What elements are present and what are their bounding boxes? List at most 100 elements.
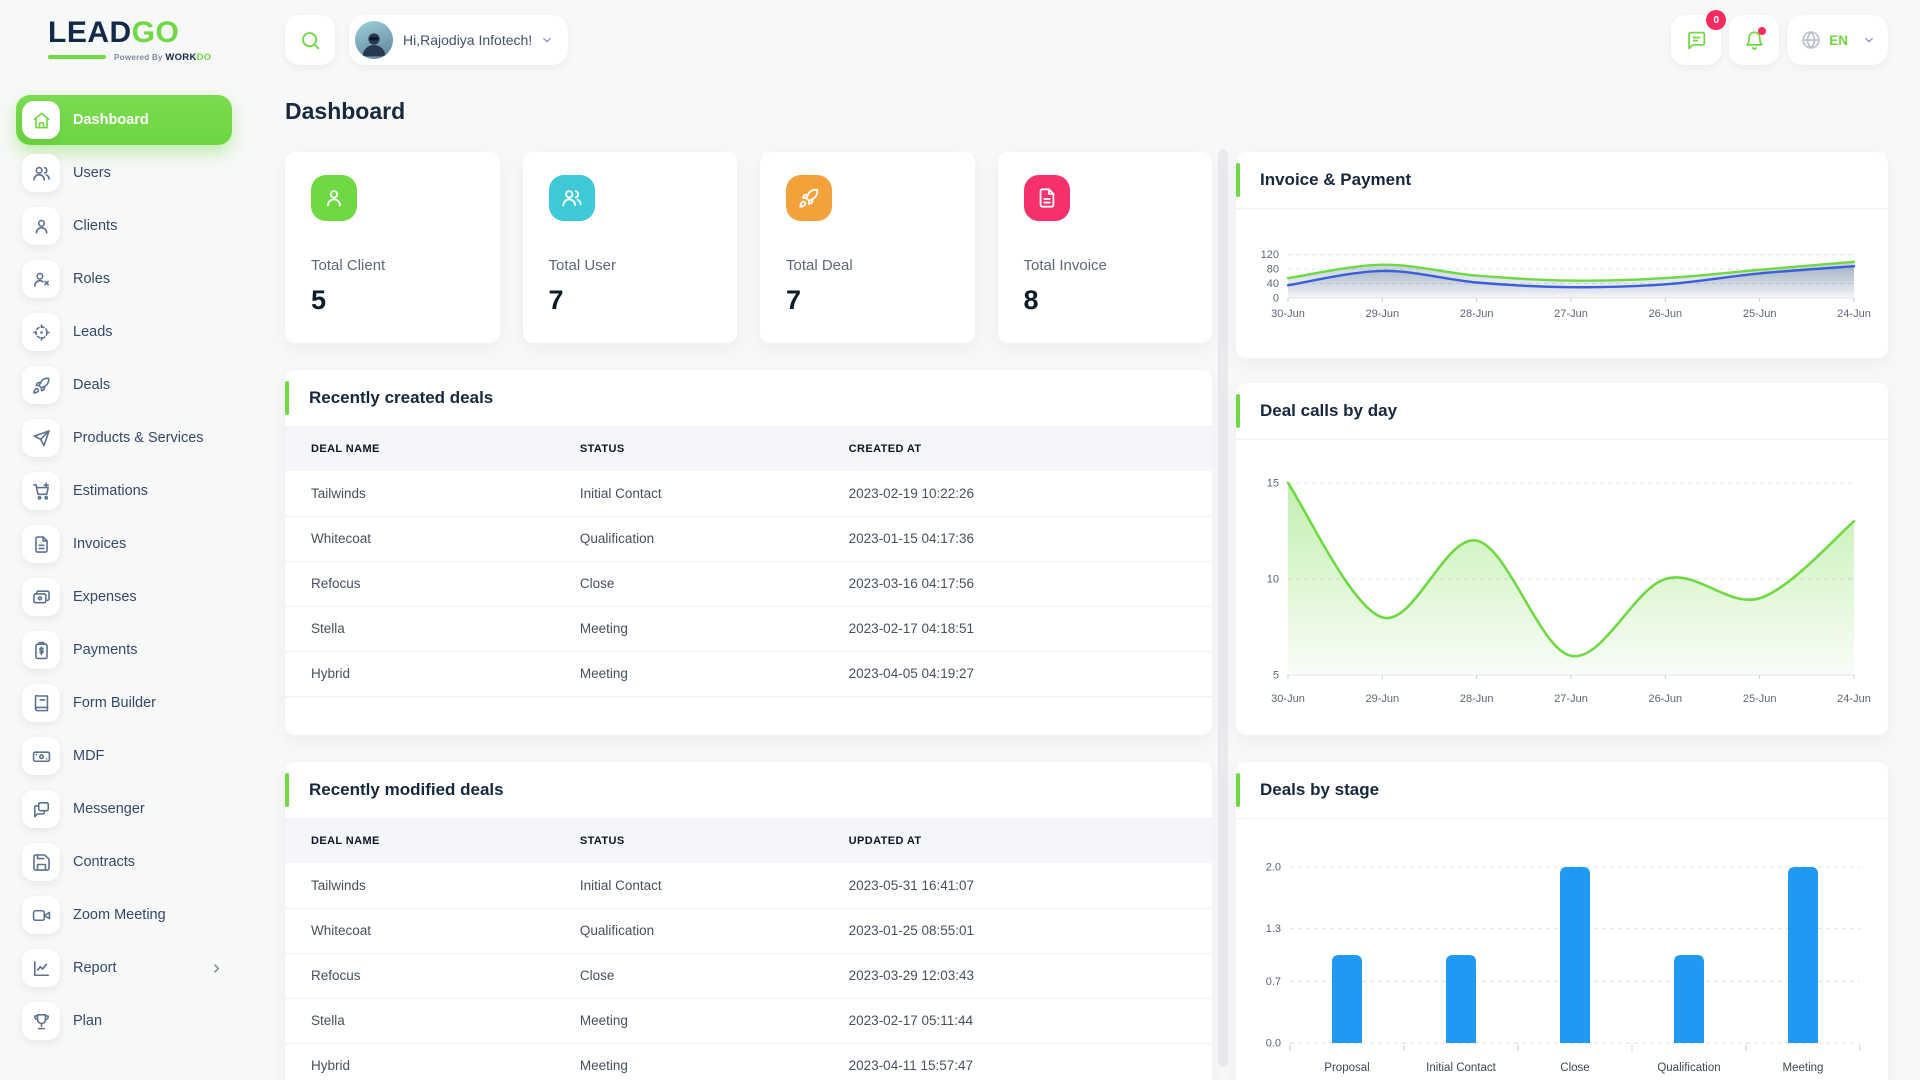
- stat-value: 5: [311, 285, 327, 315]
- column-header: STATUS: [579, 443, 625, 455]
- column-header: DEAL NAME: [311, 835, 380, 847]
- header: LEADGO Powered By WORKDO Hi,Rajodiya Inf…: [0, 0, 1920, 70]
- search-button[interactable]: [285, 15, 335, 65]
- sidebar-item-dashboard[interactable]: Dashboard: [16, 95, 232, 145]
- deal-name-cell: Tailwinds: [311, 877, 366, 893]
- svg-text:24-Jun: 24-Jun: [1837, 308, 1871, 320]
- status-cell: Qualification: [579, 923, 655, 938]
- svg-text:Proposal: Proposal: [1324, 1062, 1369, 1074]
- sidebar-item-mdf[interactable]: MDF: [16, 731, 232, 781]
- svg-text:27-Jun: 27-Jun: [1554, 693, 1588, 705]
- svg-text:0: 0: [1273, 293, 1279, 305]
- updated-at-cell: 2023-03-29 12:03:43: [848, 968, 975, 983]
- card-accent-bar: [1236, 773, 1240, 807]
- svg-text:1.3: 1.3: [1266, 923, 1281, 935]
- status-cell: Initial Contact: [579, 485, 662, 501]
- users-icon: [548, 175, 595, 221]
- sidebar-item-report[interactable]: Report: [16, 943, 232, 993]
- stat-value: 8: [1023, 285, 1039, 315]
- sidebar-item-expenses[interactable]: Expenses: [16, 572, 232, 622]
- sidebar-item-invoices[interactable]: Invoices: [16, 519, 232, 569]
- scrollbar[interactable]: [1218, 149, 1228, 1067]
- sidebar-item-messenger[interactable]: Messenger: [16, 784, 232, 834]
- deal-name-cell: Whitecoat: [311, 531, 372, 546]
- role-icon: [22, 260, 60, 298]
- language-selector[interactable]: EN: [1787, 15, 1888, 65]
- card-title: Invoice & Payment: [1260, 170, 1412, 189]
- column-header: STATUS: [579, 835, 625, 847]
- card-title: Recently modified deals: [309, 780, 504, 799]
- table-header-row: DEAL NAME STATUS CREATED AT: [285, 427, 1212, 471]
- created-deals-table: DEAL NAME STATUS CREATED AT Tailwinds Ini…: [285, 427, 1212, 697]
- sidebar-item-contracts[interactable]: Contracts: [16, 837, 232, 887]
- svg-text:10: 10: [1267, 574, 1279, 586]
- user-menu[interactable]: Hi,Rajodiya Infotech!: [349, 15, 569, 65]
- logo[interactable]: LEADGO Powered By WORKDO: [48, 15, 218, 63]
- svg-text:Qualification: Qualification: [1657, 1062, 1720, 1074]
- table-row: Tailwinds Initial Contact 2023-02-19 10:22…: [285, 471, 1212, 516]
- chevron-down-icon: [540, 33, 554, 47]
- card-title: Recently created deals: [309, 388, 494, 407]
- status-cell: Close: [579, 968, 615, 983]
- created-at-cell: 2023-01-15 04:17:36: [848, 531, 975, 546]
- status-cell: Meeting: [579, 666, 628, 681]
- sidebar-item-deals[interactable]: Deals: [16, 360, 232, 410]
- main-content: Dashboard Total Client 5 Total User 7 To…: [285, 70, 1889, 1080]
- sidebar-item-zoom-meeting[interactable]: Zoom Meeting: [16, 890, 232, 940]
- stat-value: 7: [548, 285, 564, 315]
- sidebar-item-payments[interactable]: Payments: [16, 625, 232, 675]
- svg-text:26-Jun: 26-Jun: [1649, 693, 1683, 705]
- avatar: [355, 21, 393, 59]
- deal-name-cell: Hybrid: [311, 666, 351, 681]
- stat-cards: Total Client 5 Total User 7 Total Deal 7…: [285, 152, 1212, 343]
- sidebar-item-users[interactable]: Users: [16, 148, 232, 198]
- rocket-icon: [22, 366, 60, 404]
- notifications-button[interactable]: [1729, 15, 1780, 65]
- deal-name-cell: Hybrid: [311, 1058, 351, 1073]
- deals-by-stage-chart: 0.0 0.7 1.3 2.0 Proposal Initial Contact Close…: [1236, 819, 1888, 1080]
- video-icon: [22, 896, 60, 934]
- table-row: Hybrid Meeting 2023-04-11 15:57:47: [285, 1043, 1212, 1080]
- logo-underline: [48, 55, 106, 59]
- sidebar-item-leads[interactable]: Leads: [16, 307, 232, 357]
- messages-button[interactable]: 0: [1671, 10, 1727, 65]
- sidebar-item-plan[interactable]: Plan: [16, 996, 232, 1046]
- table-row: Whitecoat Qualification 2023-01-15 04:17:3…: [285, 516, 1212, 561]
- svg-text:30-Jun: 30-Jun: [1271, 308, 1305, 320]
- created-at-cell: 2023-03-16 04:17:56: [848, 576, 975, 591]
- save-icon: [22, 843, 60, 881]
- svg-text:Close: Close: [1560, 1062, 1589, 1074]
- file-icon: [22, 525, 60, 563]
- search-icon: [300, 30, 321, 51]
- card-accent-bar: [285, 381, 289, 415]
- chat-icon: [22, 790, 60, 828]
- stat-label: Total Deal: [786, 257, 853, 274]
- svg-text:5: 5: [1273, 670, 1279, 682]
- cart-icon: [22, 472, 60, 510]
- sidebar-item-clients[interactable]: Clients: [16, 201, 232, 251]
- sidebar-item-products-services[interactable]: Products & Services: [16, 413, 232, 463]
- recently-modified-deals-card: Recently modified deals DEAL NAME STATUS…: [285, 762, 1212, 1080]
- invoice-payment-card: Invoice & Payment 0 40 80 120 30-Jun 29-Jun 28…: [1236, 152, 1888, 358]
- invoice-icon: [1023, 175, 1070, 221]
- stat-label: Total User: [548, 257, 617, 274]
- logo-wordmark: LEADGO: [48, 15, 180, 49]
- table-row: Refocus Close 2023-03-16 04:17:56: [285, 561, 1212, 606]
- created-at-cell: 2023-04-05 04:19:27: [848, 666, 975, 681]
- status-cell: Close: [579, 576, 615, 591]
- sidebar-item-estimations[interactable]: Estimations: [16, 466, 232, 516]
- table-row: Tailwinds Initial Contact 2023-05-31 16:41…: [285, 863, 1212, 908]
- chevron-right-icon: [209, 961, 224, 976]
- clipboard-dollar-icon: [22, 631, 60, 669]
- svg-text:120: 120: [1261, 249, 1279, 261]
- sidebar-item-roles[interactable]: Roles: [16, 254, 232, 304]
- status-cell: Meeting: [579, 1058, 628, 1073]
- card-title: Deals by stage: [1260, 780, 1380, 799]
- stat-card-total-deal: Total Deal 7: [760, 152, 975, 343]
- deal-name-cell: Refocus: [311, 576, 361, 591]
- deal-name-cell: Stella: [311, 621, 345, 636]
- rocket-icon: [786, 175, 832, 221]
- user-greeting: Hi,Rajodiya Infotech!: [403, 32, 533, 48]
- sidebar-item-form-builder[interactable]: Form Builder: [16, 678, 232, 728]
- send-icon: [22, 419, 60, 457]
